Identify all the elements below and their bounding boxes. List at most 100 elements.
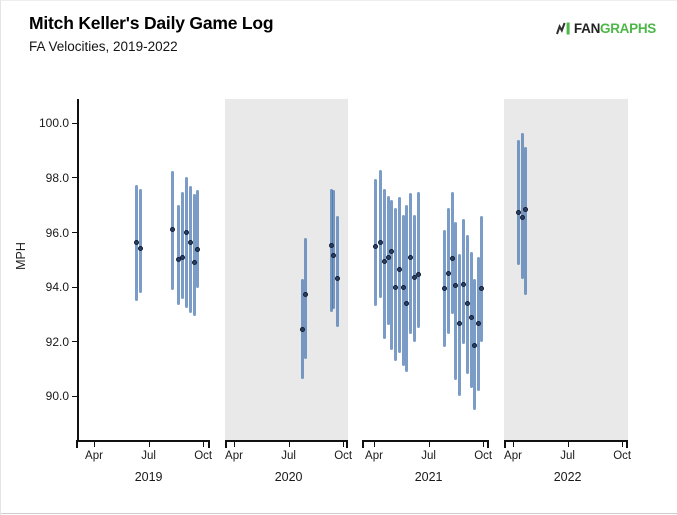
x-axis-line — [76, 440, 210, 442]
velocity-avg-dot — [180, 254, 186, 260]
x-tick — [148, 442, 150, 447]
velocity-range-bar — [454, 221, 458, 380]
velocity-avg-dot — [328, 243, 334, 249]
velocity-avg-dot — [449, 255, 455, 261]
velocity-range-bar — [405, 205, 409, 372]
year-label: 2019 — [134, 470, 163, 484]
x-tick — [343, 442, 345, 447]
x-tick — [234, 442, 235, 447]
x-tick-label: Apr — [85, 450, 103, 462]
velocity-avg-dot — [412, 275, 418, 281]
velocity-range-bar — [523, 146, 527, 296]
panel-background — [225, 99, 348, 441]
velocity-avg-dot — [299, 326, 305, 332]
velocity-avg-dot — [392, 284, 398, 290]
velocity-range-bar — [192, 194, 196, 316]
velocity-range-bar — [382, 188, 386, 339]
velocity-range-bar — [469, 251, 473, 389]
x-axis-line — [504, 440, 628, 442]
velocity-avg-dot — [445, 270, 451, 276]
velocity-range-bar — [446, 207, 450, 334]
x-axis-endtick — [208, 440, 210, 448]
x-tick — [513, 442, 514, 447]
velocity-range-bar — [480, 216, 484, 342]
chart-title: Mitch Keller's Daily Game Log — [29, 13, 274, 33]
velocity-avg-dot — [170, 227, 176, 233]
x-axis-endtick — [76, 440, 78, 448]
x-tick-label: Jul — [421, 450, 436, 462]
x-tick-label: Apr — [365, 450, 383, 462]
velocity-avg-dot — [396, 266, 402, 272]
year-label: 2022 — [553, 470, 582, 484]
velocity-range-bar — [181, 191, 185, 300]
velocity-range-bar — [303, 237, 307, 360]
x-axis-line — [225, 440, 348, 442]
velocity-avg-dot — [468, 314, 474, 320]
x-axis-endtick — [487, 440, 489, 448]
x-tick — [94, 442, 95, 447]
fangraphs-icon — [555, 22, 571, 35]
x-axis-endtick — [346, 440, 348, 448]
velocity-range-bar — [393, 207, 397, 361]
velocity-avg-dot — [194, 246, 200, 252]
x-tick-label: Jul — [141, 450, 156, 462]
velocity-range-bar — [336, 216, 340, 327]
velocity-avg-dot — [522, 206, 528, 212]
x-tick-label: Apr — [504, 450, 522, 462]
x-axis-endtick — [626, 440, 628, 448]
velocity-avg-dot — [381, 258, 387, 264]
velocity-avg-dot — [457, 321, 463, 327]
x-tick-label: Jul — [560, 450, 575, 462]
x-tick — [288, 442, 290, 447]
x-tick-label: Oct — [194, 450, 213, 462]
y-tick — [72, 286, 77, 288]
y-tick-label: 90.0 — [45, 389, 69, 404]
velocity-range-bar — [177, 205, 181, 305]
velocity-range-bar — [462, 218, 466, 345]
y-tick — [72, 122, 77, 124]
x-tick — [622, 442, 624, 447]
x-tick — [428, 442, 430, 447]
velocity-avg-dot — [137, 245, 143, 251]
velocity-avg-dot — [464, 300, 470, 306]
velocity-avg-dot — [335, 276, 341, 282]
x-tick-label: Oct — [474, 450, 493, 462]
y-tick-label: 98.0 — [45, 170, 69, 185]
fangraphs-logo[interactable]: FANGRAPHS — [555, 21, 656, 36]
velocity-range-bar — [374, 179, 378, 307]
x-tick-label: Oct — [613, 450, 632, 462]
velocity-range-bar — [409, 192, 413, 334]
x-axis-endtick — [504, 440, 506, 448]
velocity-avg-dot — [520, 214, 526, 220]
velocity-avg-dot — [453, 283, 459, 289]
velocity-range-bar — [390, 199, 394, 350]
velocity-avg-dot — [385, 254, 391, 260]
x-tick-label: Jul — [281, 450, 296, 462]
y-axis-line — [77, 99, 79, 442]
velocity-range-bar — [521, 132, 525, 279]
bottom-divider — [1, 513, 677, 514]
x-tick — [374, 442, 375, 447]
x-axis-line — [362, 440, 489, 442]
velocity-range-bar — [417, 191, 421, 329]
x-tick — [483, 442, 485, 447]
velocity-avg-dot — [331, 253, 337, 259]
y-tick — [72, 395, 77, 397]
velocity-avg-dot — [416, 272, 422, 278]
logo-text-graphs: GRAPHS — [600, 21, 656, 36]
y-tick — [72, 177, 77, 179]
year-label: 2021 — [414, 470, 443, 484]
velocity-avg-dot — [472, 343, 478, 349]
year-label: 2020 — [274, 470, 303, 484]
velocity-avg-dot — [389, 249, 395, 255]
velocity-avg-dot — [404, 300, 410, 306]
velocity-avg-dot — [184, 230, 190, 235]
logo-text-fan: FAN — [573, 21, 601, 36]
velocity-avg-dot — [191, 260, 197, 266]
velocity-range-bar — [195, 190, 199, 289]
velocity-range-bar — [378, 169, 382, 298]
velocity-range-bar — [450, 191, 454, 315]
y-tick-label: 94.0 — [45, 280, 69, 295]
